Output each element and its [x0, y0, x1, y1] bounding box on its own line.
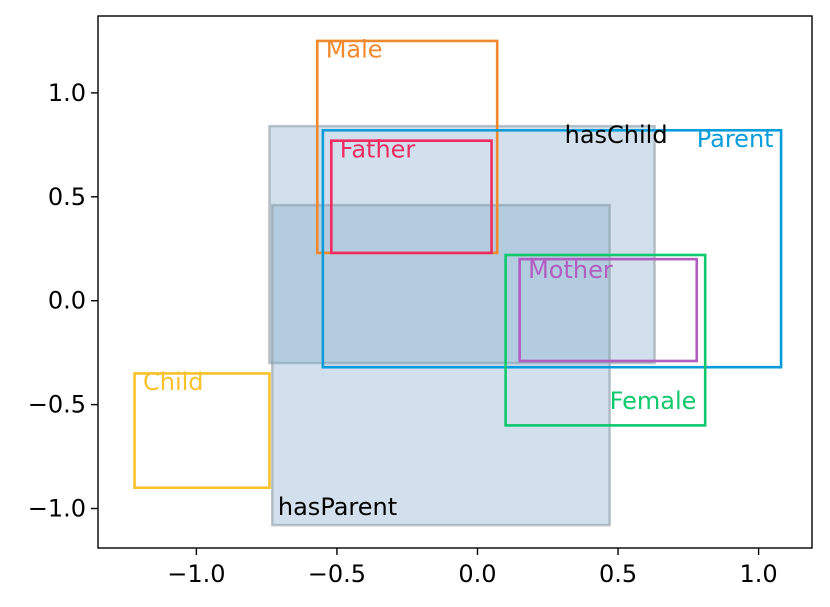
x-tick-label: 0.5	[599, 560, 637, 588]
x-tick-label: −0.5	[308, 560, 366, 588]
concept-box-child	[133, 372, 271, 490]
concept-box-parent	[321, 128, 783, 369]
y-tick-label: 0.0	[48, 287, 86, 315]
concept-box-mother	[518, 257, 699, 363]
relation-label-hasparent: hasParent	[278, 493, 397, 521]
concept-label-mother: Mother	[528, 256, 613, 284]
x-tick-label: 1.0	[740, 560, 778, 588]
y-tick-label: −1.0	[28, 495, 86, 523]
axis-ticks: −1.0 −0.5 0.0 0.5 1.0 1.0 0.5 0.0 −0.5 −1.0	[28, 79, 778, 588]
relation-boxes	[268, 124, 656, 527]
x-tick-label: 0.0	[458, 560, 496, 588]
y-tick-label: 1.0	[48, 79, 86, 107]
concept-label-male: Male	[326, 36, 383, 64]
relation-box-haschild-1	[268, 124, 656, 365]
concept-box-female	[504, 253, 707, 427]
box-labels: hasChild hasParent Male Father Parent Mother F…	[143, 36, 774, 521]
concept-label-child: Child	[143, 368, 204, 396]
concept-label-female: Female	[610, 387, 697, 415]
concept-label-father: Father	[340, 135, 416, 163]
relation-label-haschild: hasChild	[565, 121, 668, 149]
plot-frame	[97, 15, 813, 549]
concept-box-father	[330, 139, 493, 255]
x-tick-label: −1.0	[167, 560, 225, 588]
y-tick-label: 0.5	[48, 183, 86, 211]
concept-label-parent: Parent	[697, 125, 774, 153]
y-tick-label: −0.5	[28, 391, 86, 419]
concept-boxes	[133, 39, 783, 490]
